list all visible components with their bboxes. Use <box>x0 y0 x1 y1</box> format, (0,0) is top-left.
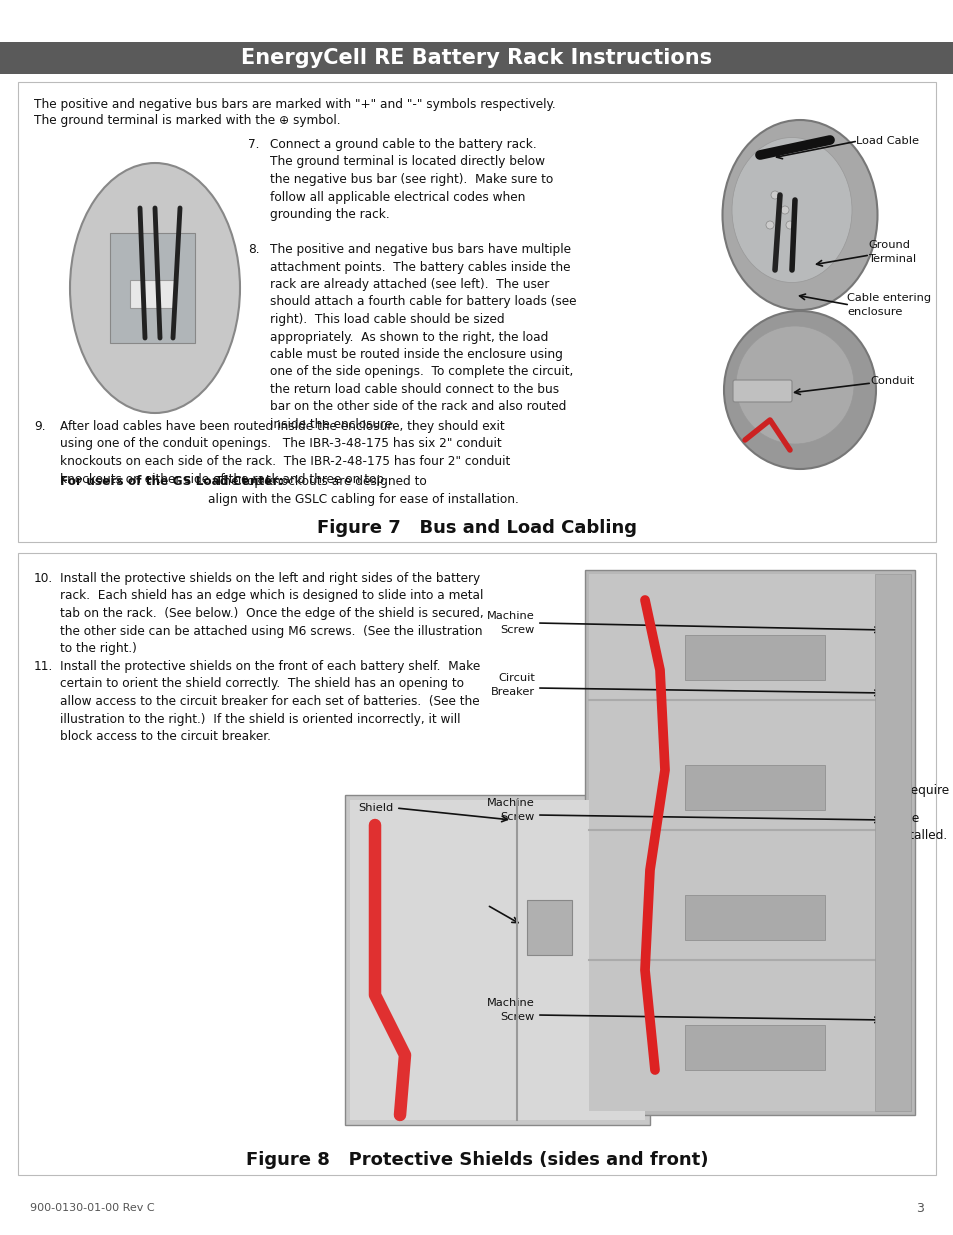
FancyBboxPatch shape <box>345 795 649 1125</box>
Text: Machine
Screw: Machine Screw <box>487 611 535 635</box>
Text: The top knockouts are designed to
align with the GSLC cabling for ease of instal: The top knockouts are designed to align … <box>208 475 518 505</box>
Text: 900-0130-01-00 Rev C: 900-0130-01-00 Rev C <box>30 1203 154 1213</box>
Text: 9.: 9. <box>34 420 46 433</box>
FancyBboxPatch shape <box>588 574 910 1112</box>
FancyBboxPatch shape <box>684 895 824 940</box>
Text: :  The battery rack does not require
additional ventilation.: : The battery rack does not require addi… <box>732 784 948 815</box>
FancyBboxPatch shape <box>350 800 644 1120</box>
Circle shape <box>770 191 779 199</box>
Bar <box>0 42 953 74</box>
Text: Figure 8   Protective Shields (sides and front): Figure 8 Protective Shields (sides and f… <box>246 1151 707 1170</box>
Text: After load cables have been routed inside the enclosure, they should exit
using : After load cables have been routed insid… <box>60 420 510 485</box>
Text: 8.: 8. <box>248 243 259 256</box>
Text: 3: 3 <box>915 1202 923 1214</box>
Text: The positive and negative bus bars have multiple
attachment points.  The battery: The positive and negative bus bars have … <box>270 243 576 431</box>
Ellipse shape <box>723 311 875 469</box>
FancyBboxPatch shape <box>526 900 572 955</box>
Ellipse shape <box>731 137 851 283</box>
Text: Circuit
Breaker: Circuit Breaker <box>491 673 535 697</box>
Text: NOTE: NOTE <box>700 784 737 797</box>
Text: Machine
Screw: Machine Screw <box>487 798 535 821</box>
FancyBboxPatch shape <box>732 380 791 403</box>
FancyBboxPatch shape <box>684 1025 824 1070</box>
Text: Connect a ground cable to the battery rack.
The ground terminal is located direc: Connect a ground cable to the battery ra… <box>270 138 553 221</box>
Text: The ground terminal is marked with the ⊕ symbol.: The ground terminal is marked with the ⊕… <box>34 114 340 127</box>
Text: The positive and negative bus bars are marked with "+" and "-" symbols respectiv: The positive and negative bus bars are m… <box>34 98 555 111</box>
Text: Conduit: Conduit <box>869 375 913 387</box>
Text: EnergyCell RE Battery Rack Instructions: EnergyCell RE Battery Rack Instructions <box>241 48 712 68</box>
FancyBboxPatch shape <box>584 571 914 1115</box>
Text: Provide adequate ventilation for the
room where the battery rack is installed.: Provide adequate ventilation for the roo… <box>700 811 946 842</box>
Text: Shield: Shield <box>357 803 393 813</box>
FancyBboxPatch shape <box>130 280 174 308</box>
Ellipse shape <box>70 163 240 412</box>
Text: Ground
Terminal: Ground Terminal <box>867 241 915 263</box>
Text: Load Cable: Load Cable <box>855 136 918 146</box>
Text: For users of the GS Load Center:: For users of the GS Load Center: <box>60 475 283 488</box>
FancyBboxPatch shape <box>110 233 194 343</box>
Text: 11.: 11. <box>34 659 53 673</box>
Circle shape <box>785 221 793 228</box>
FancyBboxPatch shape <box>684 635 824 680</box>
Text: Install the protective shields on the left and right sides of the battery
rack. : Install the protective shields on the le… <box>60 572 483 655</box>
FancyBboxPatch shape <box>18 553 935 1174</box>
Text: Machine
Screw: Machine Screw <box>487 998 535 1021</box>
Circle shape <box>781 206 788 214</box>
Ellipse shape <box>735 326 853 445</box>
Text: Install the protective shields on the front of each battery shelf.  Make
certain: Install the protective shields on the fr… <box>60 659 479 743</box>
FancyBboxPatch shape <box>18 82 935 542</box>
FancyBboxPatch shape <box>874 574 910 1112</box>
Text: 10.: 10. <box>34 572 53 585</box>
Text: Figure 7   Bus and Load Cabling: Figure 7 Bus and Load Cabling <box>316 519 637 537</box>
Text: Cable entering
enclosure: Cable entering enclosure <box>846 294 930 316</box>
Circle shape <box>765 221 773 228</box>
Text: 7.: 7. <box>248 138 259 151</box>
FancyBboxPatch shape <box>684 764 824 810</box>
Ellipse shape <box>721 120 877 310</box>
